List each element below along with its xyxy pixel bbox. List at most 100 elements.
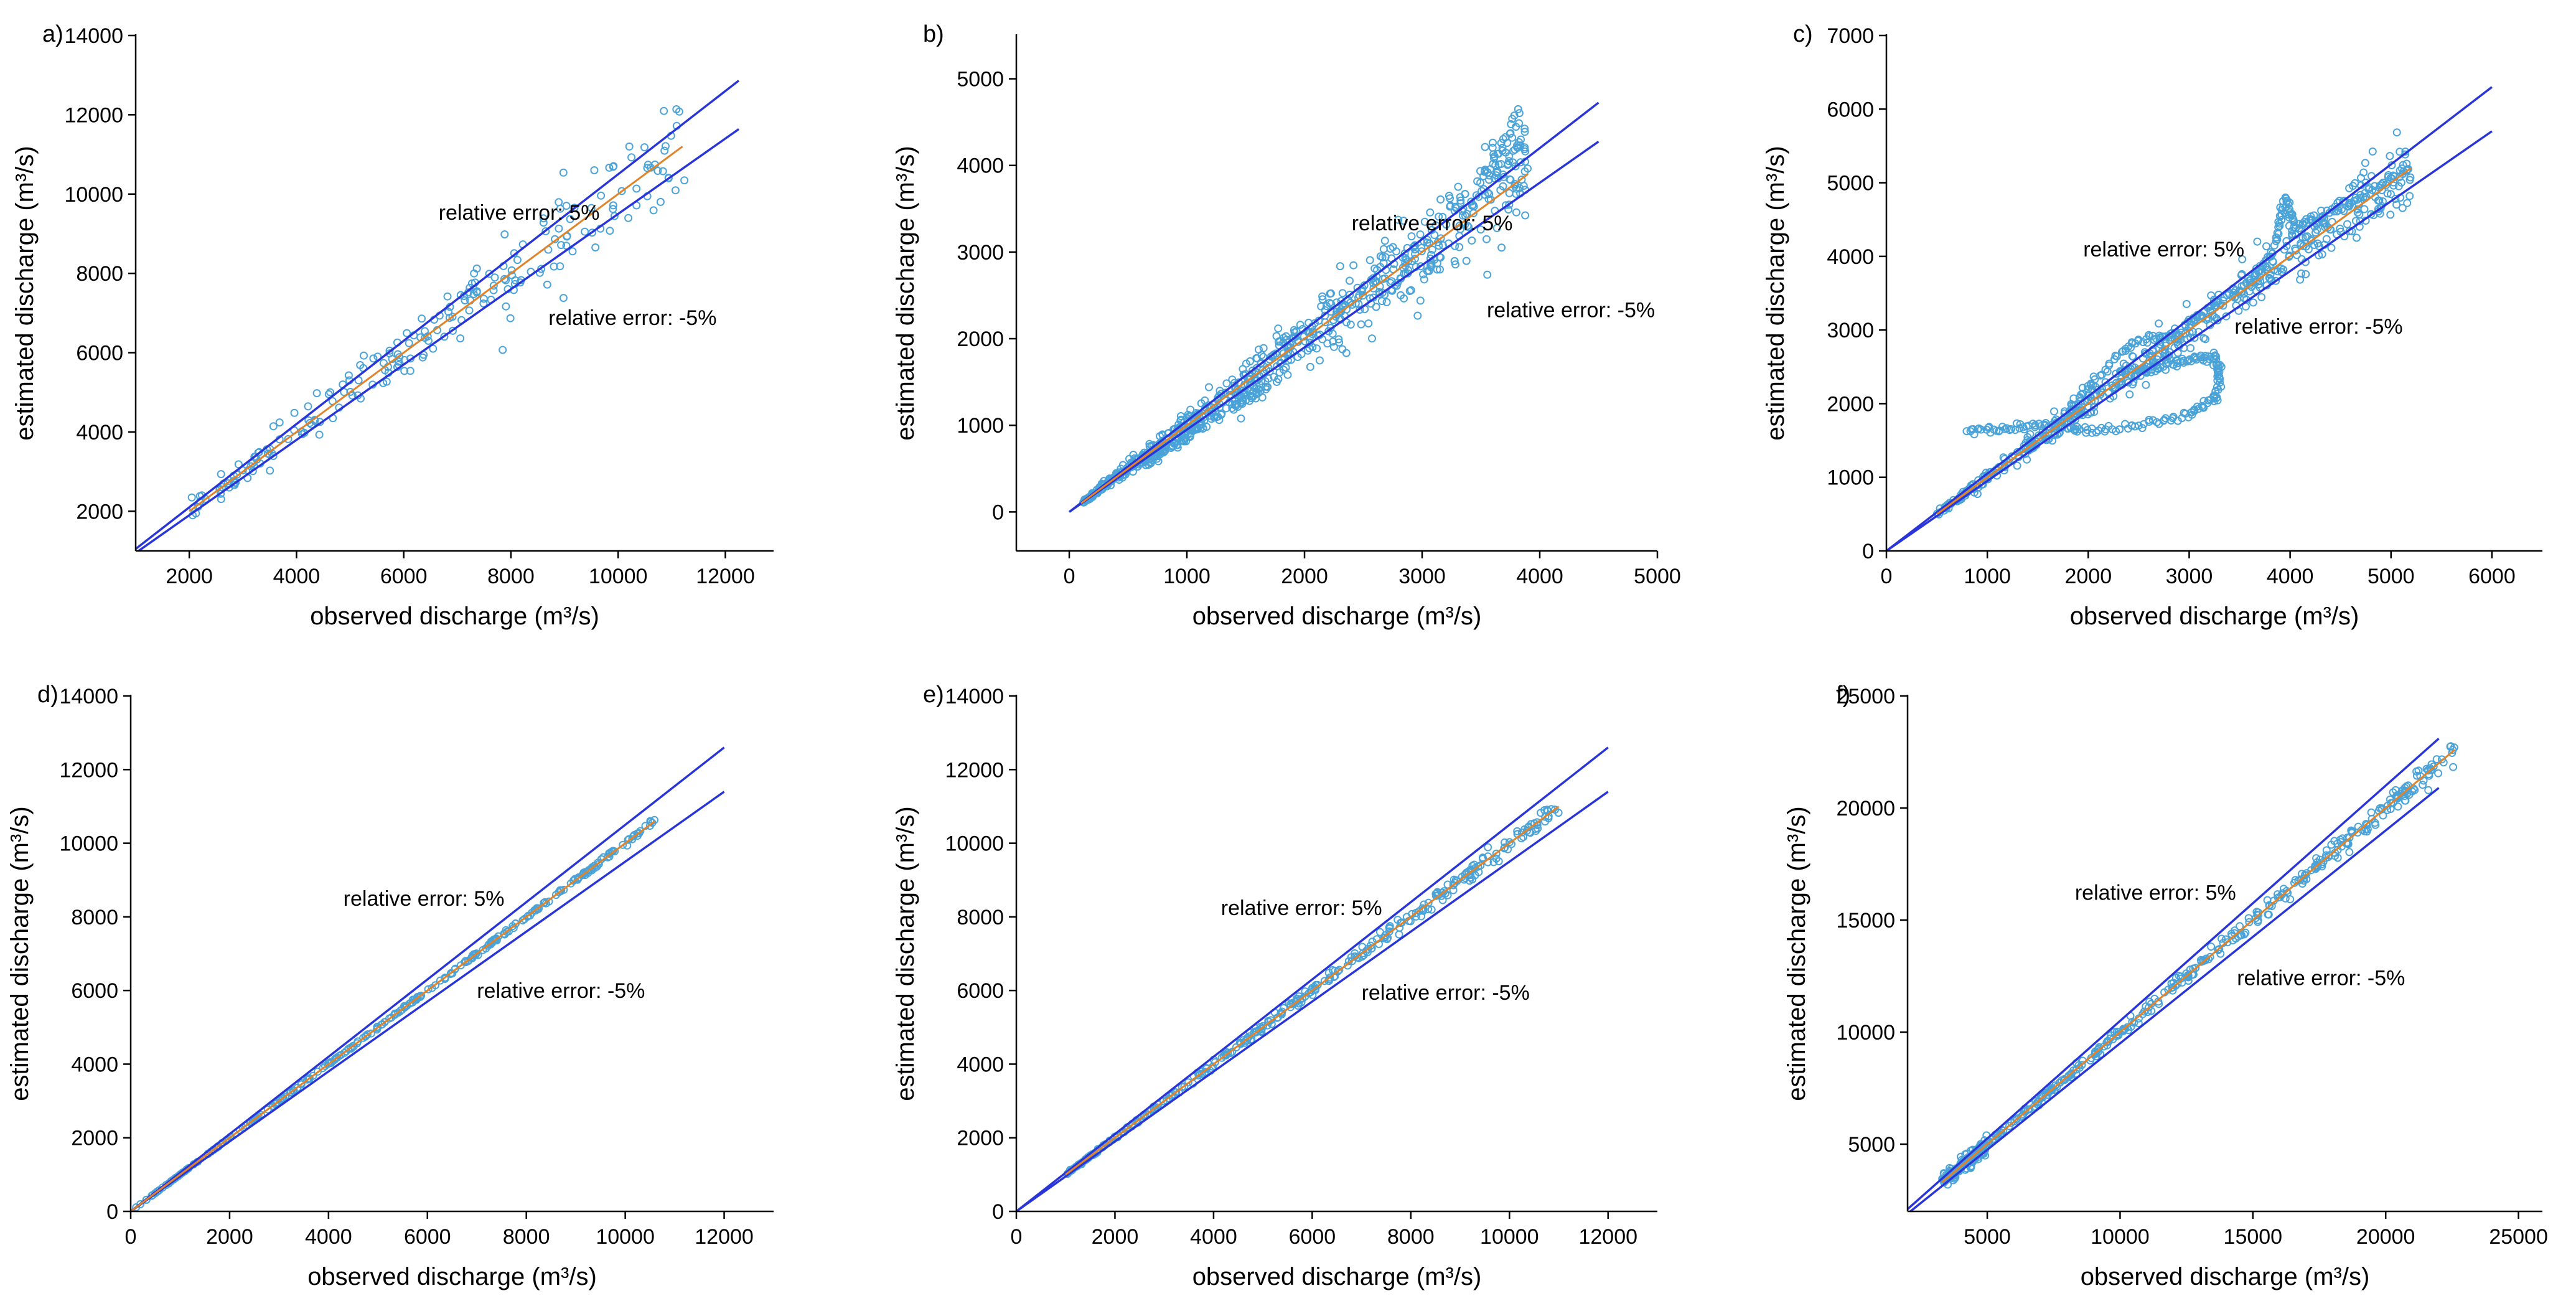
data-point bbox=[1325, 299, 1334, 308]
data-point bbox=[2412, 771, 2421, 780]
annotation-plus-5: relative error: 5% bbox=[1352, 212, 1513, 235]
data-point bbox=[1451, 878, 1459, 887]
data-point bbox=[1222, 404, 1230, 413]
data-point bbox=[289, 1086, 298, 1095]
data-point bbox=[500, 275, 508, 283]
data-point bbox=[2240, 930, 2249, 939]
data-point bbox=[2313, 225, 2321, 234]
data-point bbox=[2031, 421, 2040, 430]
data-point bbox=[2140, 348, 2149, 357]
data-point bbox=[1252, 364, 1261, 372]
data-point bbox=[2041, 431, 2050, 439]
data-point bbox=[1424, 898, 1433, 907]
data-point bbox=[1501, 843, 1509, 852]
y-axis-title: estimated discharge (m³/s) bbox=[6, 806, 34, 1101]
data-point bbox=[1342, 349, 1351, 357]
data-point bbox=[360, 351, 368, 360]
data-point bbox=[1519, 182, 1528, 190]
data-point bbox=[2125, 390, 2134, 399]
annotation-plus-5: relative error: 5% bbox=[439, 201, 600, 225]
data-point bbox=[1488, 143, 1497, 152]
data-point bbox=[1506, 175, 1514, 184]
data-point bbox=[1394, 215, 1403, 224]
x-tick-label: 25000 bbox=[2489, 1225, 2548, 1249]
data-point bbox=[2215, 945, 2224, 954]
data-point bbox=[1222, 1051, 1230, 1060]
x-tick-label: 12000 bbox=[1578, 1225, 1637, 1249]
data-point bbox=[2434, 769, 2443, 778]
error-line-plus-5 bbox=[136, 80, 740, 550]
x-tick-label: 10000 bbox=[1480, 1225, 1539, 1249]
data-point bbox=[1237, 398, 1245, 406]
x-tick-label: 8000 bbox=[1387, 1225, 1435, 1249]
data-point bbox=[1372, 277, 1380, 286]
data-point bbox=[305, 1074, 314, 1083]
data-point bbox=[2405, 192, 2414, 200]
data-point bbox=[1479, 172, 1487, 181]
data-point bbox=[1513, 827, 1522, 835]
error-line-plus-5 bbox=[1886, 86, 2493, 551]
data-point bbox=[597, 191, 606, 200]
data-point bbox=[2419, 781, 2427, 789]
data-point bbox=[1449, 886, 1458, 895]
data-point bbox=[506, 314, 515, 322]
data-point bbox=[1259, 344, 1268, 352]
data-point bbox=[2048, 1086, 2056, 1094]
data-point bbox=[664, 174, 673, 182]
data-point bbox=[1509, 158, 1517, 167]
data-point bbox=[2274, 267, 2282, 276]
data-point bbox=[2382, 181, 2391, 189]
fit-line bbox=[189, 146, 683, 512]
data-point bbox=[2383, 189, 2392, 198]
data-point bbox=[1313, 344, 1321, 353]
data-point bbox=[513, 256, 522, 265]
data-point bbox=[1171, 425, 1179, 433]
annotation-minus-5: relative error: -5% bbox=[2234, 315, 2402, 339]
data-point bbox=[1186, 405, 1195, 414]
data-point bbox=[2279, 885, 2288, 893]
data-point bbox=[1521, 211, 1530, 220]
data-point bbox=[2386, 805, 2395, 813]
data-point bbox=[1252, 384, 1261, 393]
data-point bbox=[1435, 212, 1443, 221]
data-point bbox=[2274, 223, 2283, 232]
data-point bbox=[1385, 923, 1393, 932]
data-point bbox=[315, 430, 324, 439]
data-point bbox=[488, 938, 497, 947]
data-point bbox=[1377, 297, 1386, 306]
data-point bbox=[2394, 182, 2403, 190]
y-axis-title: estimated discharge (m³/s) bbox=[892, 146, 919, 440]
data-point bbox=[1364, 319, 1373, 328]
data-point bbox=[559, 294, 568, 303]
data-point bbox=[660, 146, 669, 155]
data-point bbox=[1523, 827, 1531, 835]
x-tick-label: 6000 bbox=[2468, 565, 2516, 588]
data-point bbox=[2424, 786, 2433, 794]
data-point bbox=[2236, 922, 2244, 931]
x-tick-label: 12000 bbox=[695, 1225, 754, 1249]
data-point bbox=[2386, 152, 2394, 161]
data-point bbox=[1348, 301, 1357, 309]
data-point bbox=[1351, 949, 1359, 957]
data-point bbox=[1551, 806, 1559, 814]
data-point bbox=[2334, 206, 2343, 215]
x-tick-label: 5000 bbox=[1634, 565, 1681, 588]
data-point bbox=[2134, 1019, 2143, 1028]
data-point bbox=[485, 270, 494, 278]
data-point bbox=[465, 306, 474, 315]
data-point bbox=[1212, 413, 1221, 421]
data-point bbox=[1455, 243, 1464, 251]
data-point bbox=[606, 227, 614, 235]
data-point bbox=[1468, 236, 1476, 245]
data-point bbox=[1453, 876, 1461, 885]
plot-area bbox=[1886, 86, 2493, 551]
data-point bbox=[1541, 812, 1550, 821]
data-point bbox=[502, 302, 510, 311]
data-point bbox=[490, 273, 499, 282]
x-tick-label: 2000 bbox=[166, 565, 213, 588]
data-point bbox=[446, 970, 455, 978]
data-point bbox=[2272, 276, 2280, 285]
data-point bbox=[2345, 184, 2354, 192]
data-point bbox=[1520, 128, 1529, 136]
x-tick-label: 4000 bbox=[273, 565, 321, 588]
